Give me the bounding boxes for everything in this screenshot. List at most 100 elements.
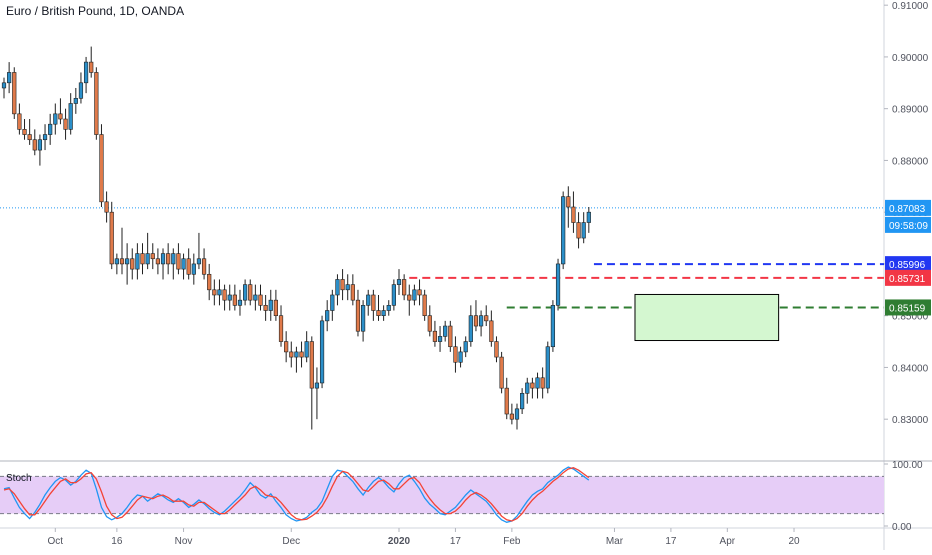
time-tick-label: 17 — [450, 536, 462, 547]
candle-body — [32, 139, 37, 151]
candle-body — [427, 315, 432, 332]
candle-body — [42, 134, 48, 141]
stoch-label: Stoch — [6, 473, 32, 484]
candle-body — [243, 284, 248, 301]
candle-body — [345, 284, 350, 291]
price-tick-label: 0.89000 — [892, 105, 929, 116]
price-tick-label: 0.83000 — [892, 415, 929, 426]
candle-body — [432, 330, 438, 342]
stoch-band-fill — [0, 476, 884, 514]
time-tick-label: 17 — [665, 536, 677, 547]
candle-body — [586, 211, 591, 223]
axes: 0.910000.900000.890000.880000.870000.860… — [48, 1, 931, 547]
stoch-pane: Stoch — [0, 466, 884, 523]
candle-body — [437, 336, 443, 342]
candle-body — [114, 258, 119, 265]
candle-body — [355, 299, 361, 332]
candle-body — [448, 325, 453, 348]
candle-body — [289, 351, 294, 358]
candle-body — [325, 310, 330, 322]
candle-body — [412, 289, 417, 301]
candle-body — [237, 299, 243, 306]
candle-body — [53, 113, 58, 125]
candle-body — [309, 341, 314, 389]
candle-body — [232, 294, 237, 306]
chart-title: Euro / British Pound, 1D, OANDA — [6, 4, 185, 18]
candle-body — [7, 72, 12, 84]
candle-body — [109, 211, 114, 265]
price-tick-label: 0.91000 — [892, 1, 929, 12]
level-tag — [885, 256, 931, 273]
candle-body — [253, 294, 258, 301]
candle-body — [119, 258, 125, 265]
candle-body — [63, 118, 68, 130]
candle-body — [171, 253, 176, 265]
candle-body — [386, 305, 391, 311]
candle-body — [166, 253, 171, 265]
candle-body — [473, 315, 479, 327]
candle-body — [89, 61, 94, 73]
candle-body — [535, 377, 540, 389]
time-tick-label: Mar — [606, 536, 624, 547]
time-tick-label: 2020 — [388, 536, 411, 547]
current-price-label: 0.87083 — [889, 204, 926, 215]
candle-body — [540, 377, 545, 389]
countdown-tag — [885, 216, 931, 233]
candle-body — [217, 289, 222, 296]
target-zone — [634, 293, 780, 342]
candle-body — [299, 351, 304, 358]
candle-body — [489, 320, 494, 342]
candle-body — [422, 294, 427, 316]
candle-body — [68, 103, 73, 130]
candle-body — [566, 196, 571, 208]
candle-body — [525, 382, 530, 394]
candle-body — [207, 273, 212, 291]
candle-body — [99, 134, 104, 203]
candle-body — [1, 82, 7, 89]
candle-body — [530, 382, 535, 389]
candle-body — [83, 61, 89, 84]
candle-body — [186, 258, 191, 275]
candle-body — [58, 113, 63, 120]
candle-body — [160, 253, 166, 265]
candle-body — [130, 258, 135, 270]
candle-body — [443, 325, 448, 337]
candle-body — [17, 113, 22, 130]
stoch-tick-label: 0.00 — [892, 522, 912, 533]
level-label: 0.85731 — [889, 274, 926, 285]
candle-body — [576, 222, 581, 239]
level-label: 0.85996 — [889, 260, 926, 271]
time-tick-label: 20 — [788, 536, 800, 547]
candle-body — [453, 346, 458, 363]
candle-body — [330, 294, 335, 311]
candle-body — [494, 341, 499, 358]
candle-body — [391, 284, 396, 306]
candle-body — [176, 253, 181, 270]
candle-body — [104, 201, 109, 213]
candle-body — [340, 279, 345, 291]
candle-body — [145, 253, 150, 265]
candle-body — [273, 299, 278, 316]
candle-body — [360, 305, 366, 332]
candle-body — [73, 98, 78, 104]
candle-body — [150, 253, 155, 260]
candle-body — [135, 253, 140, 270]
candle-body — [335, 279, 340, 296]
candle-body — [350, 284, 355, 301]
time-tick-label: Nov — [175, 536, 193, 547]
candle-body — [248, 284, 253, 301]
candle-body — [12, 72, 17, 115]
candle-body — [37, 139, 43, 151]
candle-body — [561, 196, 566, 265]
time-tick-label: Oct — [48, 536, 64, 547]
candle-body — [304, 341, 309, 358]
candle-body — [94, 72, 99, 135]
candle-body — [545, 346, 550, 389]
level-label: 0.85159 — [889, 303, 926, 314]
candle-body — [571, 206, 576, 223]
candle-body — [314, 382, 320, 389]
candle-body — [499, 356, 504, 389]
candle-body — [284, 341, 289, 353]
candle-body — [222, 289, 227, 301]
